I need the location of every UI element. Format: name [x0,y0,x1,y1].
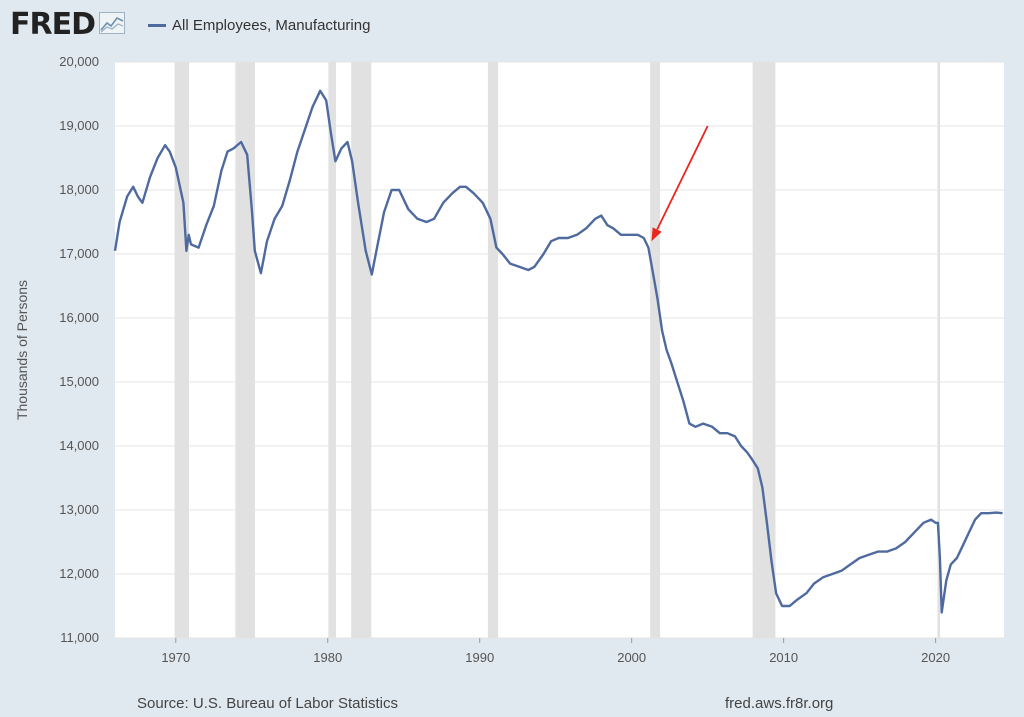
plot-area [115,62,1004,638]
series-line [113,89,1003,614]
legend-swatch [148,24,166,27]
y-tick-label: 16,000 [59,310,99,325]
x-tick-label: 2010 [769,650,798,665]
y-tick-label: 15,000 [59,374,99,389]
y-tick-label: 18,000 [59,182,99,197]
x-tick-label: 1990 [465,650,494,665]
x-axis-ticks: 1970 1980 1990 2000 2010 2020 [161,638,950,665]
recession-band [752,62,776,638]
series-layer [113,89,1003,614]
legend-label: All Employees, Manufacturing [172,17,371,34]
recession-band [650,62,661,638]
y-axis-label: Thousands of Persons [14,280,30,420]
recession-band [235,62,255,638]
y-tick-label: 14,000 [59,438,99,453]
y-tick-label: 11,000 [60,630,99,645]
annotation-arrow-shaft [656,125,709,230]
y-tick-label: 13,000 [59,502,99,517]
recession-band [328,62,336,638]
annotation-arrow-head [651,227,662,242]
y-tick-label: 20,000 [59,54,99,69]
recession-band [174,62,190,638]
x-tick-label: 2020 [921,650,950,665]
y-tick-label: 17,000 [59,246,99,261]
fred-logo-text: FRED [10,7,96,42]
recession-band [937,62,941,638]
source-note: Source: U.S. Bureau of Labor Statistics [137,695,398,712]
site-link[interactable]: fred.aws.fr8r.org [725,695,834,712]
y-axis-ticks: 11,000 12,000 13,000 14,000 15,000 16,000 17,0… [59,54,99,645]
legend: All Employees, Manufacturing [148,17,370,34]
recession-bands [174,62,941,638]
gridlines [115,61,1004,639]
x-tick-label: 1980 [313,650,342,665]
recession-band [351,62,372,638]
y-tick-label: 12,000 [59,566,99,581]
line-chart-icon [99,11,125,39]
y-tick-label: 19,000 [59,118,99,133]
x-tick-label: 2000 [617,650,646,665]
recession-band [487,62,499,638]
fred-logo[interactable]: FRED [10,10,125,40]
x-tick-label: 1970 [161,650,190,665]
annotation-layer [651,125,709,242]
